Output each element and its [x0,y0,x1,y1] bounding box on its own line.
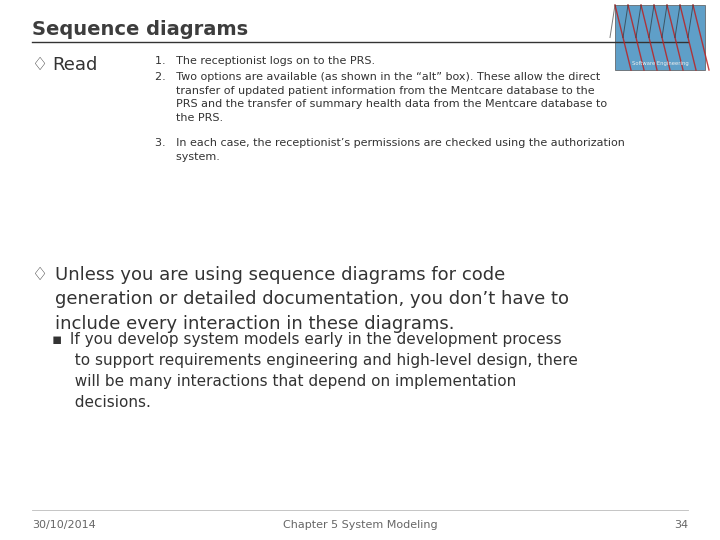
Text: Chapter 5 System Modeling: Chapter 5 System Modeling [283,520,437,530]
Text: ♢: ♢ [32,266,48,284]
Text: If you develop system models early in the development process
  to support requi: If you develop system models early in th… [65,332,578,410]
Text: 2.   Two options are available (as shown in the “alt” box). These allow the dire: 2. Two options are available (as shown i… [155,72,607,123]
Bar [615,5,705,70]
Text: Unless you are using sequence diagrams for code
generation or detailed documenta: Unless you are using sequence diagrams f… [55,266,569,333]
Text: 3.   In each case, the receptionist’s permissions are checked using the authoriz: 3. In each case, the receptionist’s perm… [155,138,625,161]
Text: 34: 34 [674,520,688,530]
Text: 30/10/2014: 30/10/2014 [32,520,96,530]
Text: ♢: ♢ [32,56,48,74]
Text: ▪: ▪ [52,332,63,347]
Text: 1.   The receptionist logs on to the PRS.: 1. The receptionist logs on to the PRS. [155,56,375,66]
Text: Read: Read [52,56,97,74]
Text: Software Engineering: Software Engineering [631,61,688,66]
Text: Sequence diagrams: Sequence diagrams [32,20,248,39]
